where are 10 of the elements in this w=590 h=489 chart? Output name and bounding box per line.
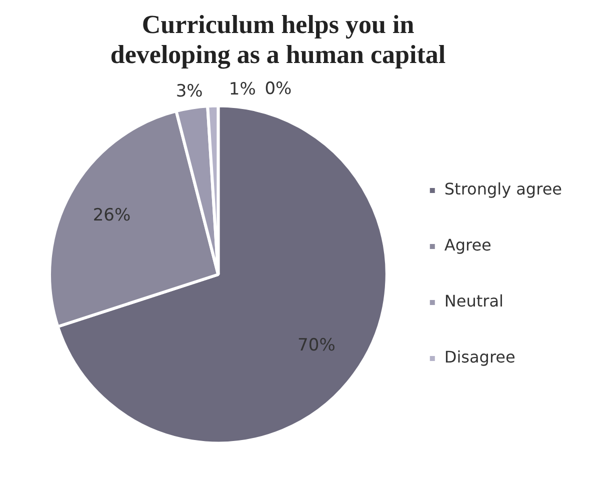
- data-label: 3%: [176, 82, 203, 102]
- legend-label: Strongly agree: [444, 180, 562, 199]
- data-label: 70%: [298, 335, 336, 356]
- legend-label: Agree: [444, 236, 492, 255]
- legend-label: Neutral: [444, 292, 504, 311]
- chart-title: Curriculum helps you in developing as a human capital: [109, 10, 447, 70]
- legend-label: Disagree: [444, 348, 516, 367]
- text: 0%: [264, 79, 292, 100]
- data-label: 1%: [228, 79, 256, 100]
- data-label: 26%: [92, 205, 131, 226]
